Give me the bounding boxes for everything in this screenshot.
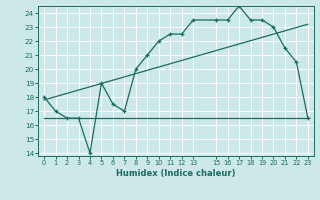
X-axis label: Humidex (Indice chaleur): Humidex (Indice chaleur) — [116, 169, 236, 178]
